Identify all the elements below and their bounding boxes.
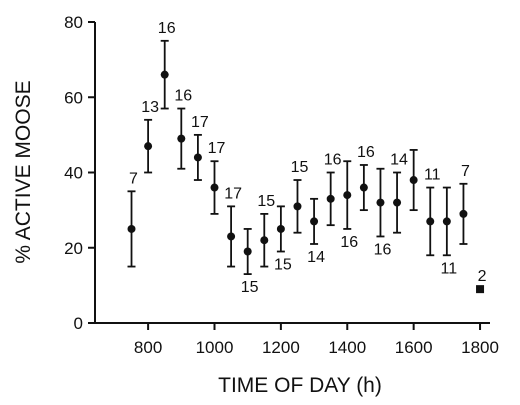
sample-size-label: 14 bbox=[307, 249, 325, 266]
point bbox=[310, 217, 319, 226]
point bbox=[326, 194, 335, 203]
point bbox=[160, 70, 169, 79]
sample-size-label: 13 bbox=[141, 99, 159, 116]
point bbox=[210, 183, 219, 192]
sample-size-label: 7 bbox=[461, 163, 470, 180]
point bbox=[343, 191, 352, 200]
point bbox=[144, 142, 153, 151]
sample-size-label: 15 bbox=[241, 279, 259, 296]
point bbox=[476, 285, 485, 294]
sample-size-label: 15 bbox=[274, 257, 292, 274]
y-tick-label: 0 bbox=[74, 314, 83, 333]
sample-size-label: 2 bbox=[478, 268, 487, 285]
x-tick-label: 1000 bbox=[196, 338, 234, 357]
sample-size-label: 17 bbox=[224, 185, 242, 202]
y-tick-label: 20 bbox=[64, 239, 83, 258]
y-tick-label: 80 bbox=[64, 13, 83, 32]
sample-size-label: 17 bbox=[191, 114, 209, 131]
point bbox=[293, 202, 302, 211]
point bbox=[243, 247, 252, 256]
point bbox=[376, 198, 385, 207]
point bbox=[127, 224, 136, 233]
x-tick-label: 1400 bbox=[328, 338, 366, 357]
sample-size-label: 11 bbox=[424, 167, 441, 184]
point bbox=[442, 217, 451, 226]
point bbox=[260, 236, 269, 245]
point bbox=[409, 176, 418, 185]
y-tick-label: 60 bbox=[64, 88, 83, 107]
point bbox=[177, 134, 186, 143]
sample-size-label: 7 bbox=[129, 170, 138, 187]
sample-size-label: 16 bbox=[324, 152, 342, 169]
sample-size-label: 17 bbox=[208, 140, 226, 157]
point bbox=[459, 209, 468, 218]
sample-size-label: 11 bbox=[441, 260, 458, 277]
sample-size-label: 14 bbox=[390, 152, 408, 169]
sample-size-label: 16 bbox=[158, 20, 176, 37]
sample-size-label: 15 bbox=[257, 193, 275, 210]
y-axis-title: % ACTIVE MOOSE bbox=[12, 80, 35, 263]
point bbox=[393, 198, 402, 207]
x-tick-label: 1800 bbox=[461, 338, 499, 357]
x-tick-label: 800 bbox=[134, 338, 162, 357]
point bbox=[359, 183, 368, 192]
sample-size-label: 16 bbox=[357, 144, 375, 161]
point bbox=[193, 153, 202, 162]
sample-size-label: 16 bbox=[374, 241, 392, 258]
sample-size-label: 15 bbox=[291, 159, 309, 176]
sample-size-label: 16 bbox=[340, 234, 358, 251]
sample-size-label: 16 bbox=[174, 88, 192, 105]
point bbox=[276, 224, 285, 233]
x-tick-label: 1600 bbox=[395, 338, 433, 357]
y-tick-label: 40 bbox=[64, 164, 83, 183]
x-tick-label: 1200 bbox=[262, 338, 300, 357]
x-axis-title: TIME OF DAY (h) bbox=[218, 374, 382, 397]
point bbox=[426, 217, 435, 226]
point bbox=[227, 232, 236, 241]
